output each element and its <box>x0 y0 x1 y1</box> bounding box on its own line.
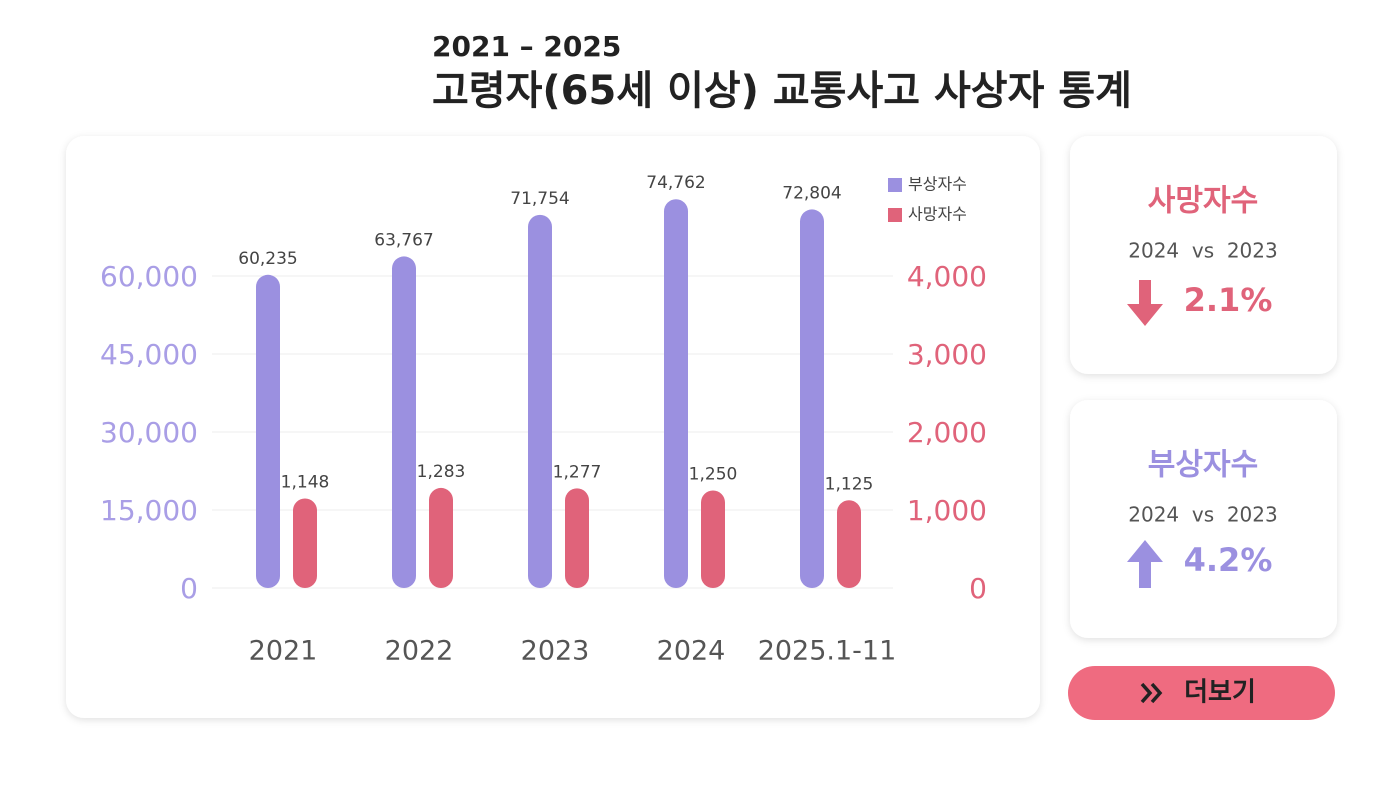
card-change: 4.2% <box>1184 541 1273 579</box>
chevrons[interactable] <box>1140 682 1163 704</box>
card-title: 부상자수 <box>1148 448 1258 483</box>
data-label: 1,250 <box>689 465 738 485</box>
data-label: 72,804 <box>782 183 841 203</box>
more-button[interactable]: 더보기 <box>1068 666 1335 720</box>
bar <box>701 490 725 588</box>
down-arrow <box>1127 280 1163 326</box>
x-tick-label: 2024 <box>657 636 726 667</box>
up-arrow <box>1127 540 1163 588</box>
stat-card <box>1070 400 1337 638</box>
x-tick-label: 2025.1-11 <box>758 636 897 667</box>
x-tick-label: 2022 <box>385 636 454 667</box>
card-title: 사망자수 <box>1148 184 1258 219</box>
bar <box>392 256 416 588</box>
button-bg[interactable] <box>1068 666 1335 720</box>
y2-tick-label: 2,000 <box>907 416 987 449</box>
data-label: 1,125 <box>825 474 874 494</box>
bar <box>256 274 280 588</box>
card-comparison: 2024 vs 2023 <box>1128 503 1277 527</box>
data-label: 1,148 <box>281 472 330 492</box>
chart-card <box>66 136 1040 718</box>
legend-label: 사망자수 <box>908 205 967 224</box>
y-tick-label: 45,000 <box>100 338 198 371</box>
y2-tick-label: 4,000 <box>907 260 987 293</box>
data-label: 63,767 <box>374 230 433 250</box>
data-label: 1,277 <box>553 462 602 482</box>
bar <box>528 214 552 588</box>
bar <box>837 500 861 588</box>
legend-label: 부상자수 <box>908 175 967 194</box>
subtitle: 2021 – 2025 <box>432 30 621 63</box>
data-label: 71,754 <box>510 189 569 209</box>
bar <box>565 488 589 588</box>
title: 고령자(65세 이상) 교통사고 사상자 통계 <box>432 68 1132 114</box>
legend-swatch <box>888 178 902 192</box>
data-label: 60,235 <box>238 249 297 269</box>
y2-tick-label: 1,000 <box>907 494 987 527</box>
bar <box>664 199 688 588</box>
y-tick-label: 0 <box>180 572 198 605</box>
y-tick-label: 15,000 <box>100 494 198 527</box>
legend-swatch <box>888 208 902 222</box>
x-tick-label: 2021 <box>249 636 318 667</box>
bar <box>800 209 824 589</box>
y-tick-label: 30,000 <box>100 416 198 449</box>
x-tick-label: 2023 <box>521 636 590 667</box>
y2-tick-label: 3,000 <box>907 338 987 371</box>
data-label: 74,762 <box>646 173 705 193</box>
y-tick-label: 60,000 <box>100 260 198 293</box>
data-label: 1,283 <box>417 462 466 482</box>
card-change: 2.1% <box>1184 281 1273 319</box>
button-label[interactable]: 더보기 <box>1184 678 1256 708</box>
card-comparison: 2024 vs 2023 <box>1128 239 1277 263</box>
bar <box>429 487 453 588</box>
bar <box>293 498 317 588</box>
y2-tick-label: 0 <box>969 572 987 605</box>
